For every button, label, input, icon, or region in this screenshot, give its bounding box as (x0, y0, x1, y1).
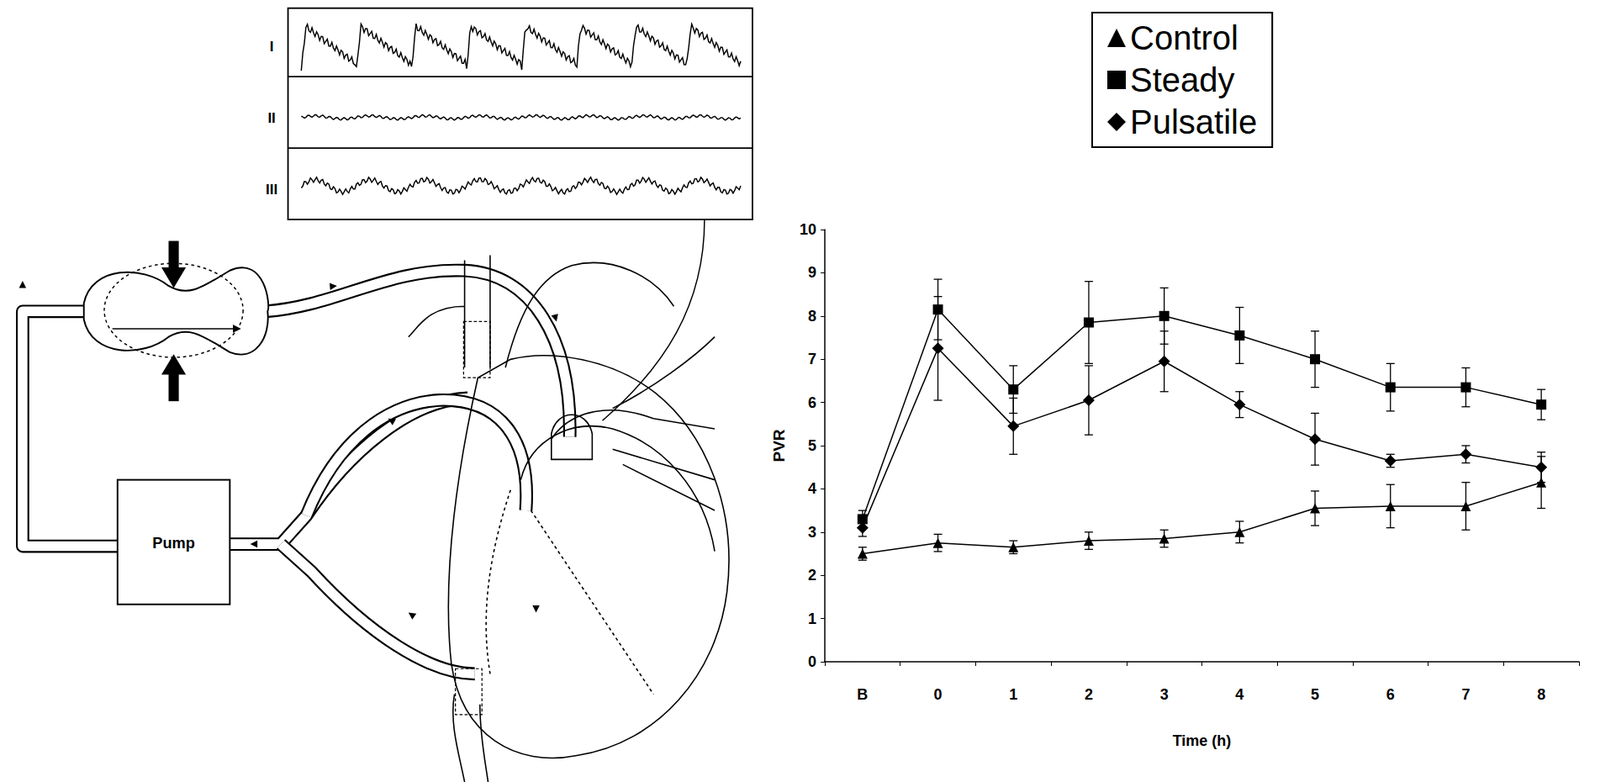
svg-text:10: 10 (799, 221, 817, 238)
svg-text:3: 3 (807, 523, 817, 541)
svg-text:1: 1 (807, 610, 817, 628)
svg-text:Pump: Pump (152, 534, 196, 552)
svg-text:III: III (265, 181, 278, 198)
svg-text:7: 7 (807, 350, 817, 368)
svg-text:Time (h): Time (h) (1172, 732, 1232, 750)
svg-text:1: 1 (1008, 686, 1018, 703)
svg-text:B: B (856, 686, 868, 703)
svg-text:4: 4 (1235, 686, 1244, 703)
svg-text:Pulsatile: Pulsatile (1130, 103, 1257, 141)
svg-text:0: 0 (807, 653, 817, 671)
svg-text:6: 6 (1386, 686, 1395, 703)
svg-text:3: 3 (1160, 686, 1169, 703)
svg-text:2: 2 (1084, 686, 1094, 703)
svg-text:PVR: PVR (770, 428, 788, 462)
svg-text:2: 2 (807, 566, 817, 584)
svg-text:8: 8 (1536, 686, 1546, 703)
svg-text:Control: Control (1130, 19, 1239, 57)
svg-text:8: 8 (807, 307, 817, 325)
svg-text:4: 4 (807, 480, 817, 497)
svg-text:9: 9 (807, 264, 817, 281)
svg-text:II: II (267, 110, 275, 127)
svg-text:5: 5 (1310, 686, 1320, 703)
svg-text:Steady: Steady (1130, 61, 1236, 99)
svg-text:0: 0 (934, 686, 943, 703)
svg-text:5: 5 (807, 437, 817, 455)
svg-text:I: I (269, 38, 275, 55)
svg-text:7: 7 (1461, 686, 1470, 703)
svg-text:6: 6 (807, 394, 817, 412)
